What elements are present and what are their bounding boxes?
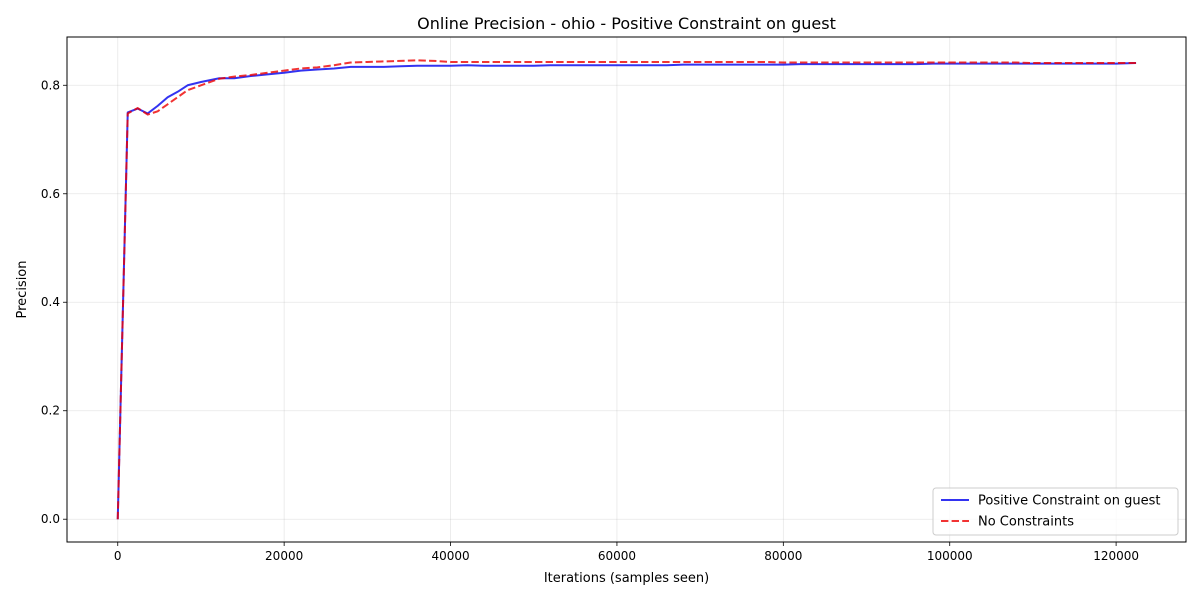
y-tick-label: 0.8 <box>41 78 60 92</box>
series-line-no-constraints <box>116 59 1137 520</box>
y-tick-label: 0.2 <box>41 404 60 418</box>
chart-title: Online Precision - ohio - Positive Const… <box>417 14 836 33</box>
y-tick-label: 0.0 <box>41 512 60 526</box>
x-tick-label: 80000 <box>764 549 802 563</box>
x-tick-label: 120000 <box>1093 549 1139 563</box>
legend: Positive Constraint on guest No Constrain… <box>932 487 1179 536</box>
x-tick-label: 100000 <box>927 549 973 563</box>
plot-frame <box>66 36 1187 543</box>
x-tick-label: 60000 <box>598 549 636 563</box>
legend-label: No Constraints <box>978 515 1074 530</box>
x-tick-label: 0 <box>114 549 122 563</box>
y-axis-title: Precision <box>15 260 30 318</box>
grid <box>67 37 1186 542</box>
x-tick-label: 40000 <box>431 549 469 563</box>
x-axis-title: Iterations (samples seen) <box>544 571 709 586</box>
legend-label: Positive Constraint on guest <box>978 494 1160 509</box>
y-tick-label: 0.4 <box>41 295 60 309</box>
x-tick-label: 20000 <box>265 549 303 563</box>
series-line-positive-constraint <box>116 62 1137 520</box>
axis-ticks: 0 20000 40000 60000 80000 100000 120000 0.0 0.2 0… <box>41 78 1139 563</box>
y-tick-label: 0.6 <box>41 187 60 201</box>
legend-box <box>932 487 1179 536</box>
series-layer <box>116 59 1137 520</box>
